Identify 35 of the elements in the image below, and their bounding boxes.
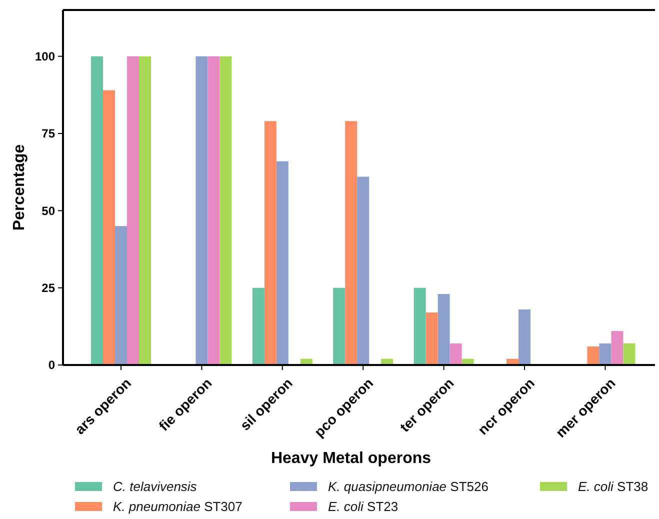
y-axis-title: Percentage [11, 144, 28, 231]
bar [103, 90, 115, 365]
bar [611, 331, 624, 365]
legend-label: E. coli ST38 [578, 479, 648, 494]
bar [276, 161, 288, 365]
bar [115, 226, 127, 365]
legend-label: K. quasipneumoniae ST526 [328, 479, 488, 494]
y-tick-label: 25 [42, 281, 56, 296]
bar [623, 343, 636, 365]
bar [139, 56, 151, 365]
x-axis-title: Heavy Metal operons [270, 450, 432, 467]
bar [450, 343, 462, 365]
bar [220, 56, 232, 365]
bar [345, 121, 358, 365]
y-tick-label: 0 [48, 358, 56, 372]
bar [357, 176, 370, 365]
y-tick-label: 75 [42, 126, 56, 141]
bar [91, 56, 103, 365]
bar [426, 312, 438, 365]
bar [208, 56, 220, 365]
legend-label: C. telavivensis [113, 479, 198, 494]
bar [599, 343, 612, 365]
y-tick-label: 100 [34, 50, 56, 64]
bar [127, 56, 139, 365]
bar [196, 56, 208, 365]
bar [414, 288, 426, 365]
legend-label: E. coli ST23 [328, 499, 398, 514]
bar [587, 346, 600, 365]
bar [333, 288, 346, 365]
bar [438, 294, 450, 365]
legend-label: K. pneumoniae ST307 [113, 499, 242, 514]
bar [264, 121, 276, 365]
bar [518, 309, 530, 365]
y-tick-label: 50 [42, 204, 56, 218]
bar [252, 288, 264, 365]
